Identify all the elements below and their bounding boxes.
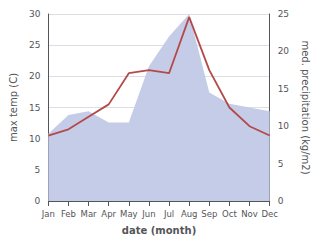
svg-text:max temp (C): max temp (C) [8, 73, 19, 142]
svg-text:5: 5 [35, 165, 41, 175]
svg-text:0: 0 [35, 196, 41, 206]
svg-text:Jun: Jun [141, 209, 155, 219]
svg-text:med. precipitation (kg/m2): med. precipitation (kg/m2) [300, 40, 311, 174]
svg-text:Feb: Feb [61, 209, 76, 219]
svg-text:15: 15 [29, 103, 40, 113]
svg-text:Nov: Nov [241, 209, 258, 219]
svg-text:0: 0 [278, 196, 284, 206]
svg-text:10: 10 [29, 134, 41, 144]
svg-text:Mar: Mar [81, 209, 98, 219]
svg-text:Jan: Jan [41, 209, 55, 219]
svg-text:date (month): date (month) [122, 225, 196, 236]
svg-text:10: 10 [278, 121, 290, 131]
svg-text:Sep: Sep [201, 209, 217, 219]
svg-text:25: 25 [278, 9, 289, 19]
svg-text:5: 5 [278, 159, 284, 169]
svg-text:Dec: Dec [261, 209, 278, 219]
svg-text:Oct: Oct [222, 209, 237, 219]
svg-text:May: May [120, 209, 138, 219]
svg-text:15: 15 [278, 84, 289, 94]
svg-text:Jul: Jul [163, 209, 174, 219]
svg-text:20: 20 [278, 46, 290, 56]
svg-text:20: 20 [29, 71, 41, 81]
svg-text:30: 30 [29, 9, 41, 19]
svg-text:Apr: Apr [101, 209, 116, 219]
svg-text:25: 25 [29, 40, 40, 50]
svg-text:Aug: Aug [181, 209, 198, 219]
